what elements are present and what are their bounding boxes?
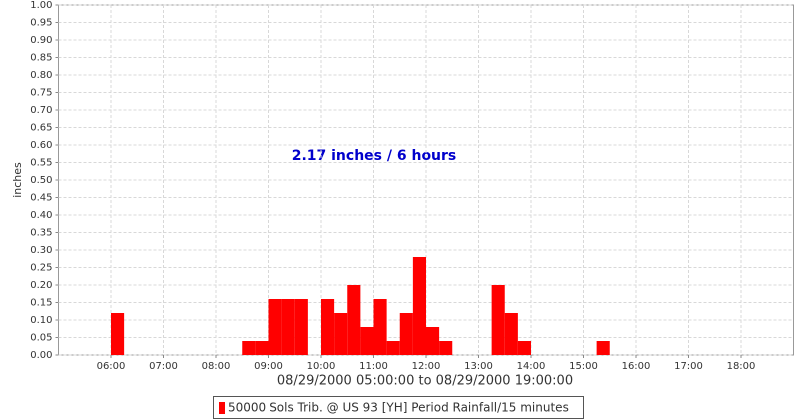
y-tick-label: 0.30: [30, 245, 52, 256]
y-tick-label: 0.05: [30, 333, 52, 344]
x-tick-label: 16:00: [622, 361, 651, 372]
legend-box: [213, 396, 584, 419]
bar: [347, 285, 361, 355]
y-tick-label: 0.85: [30, 53, 52, 64]
x-tick-label: 13:00: [464, 361, 493, 372]
bar: [596, 341, 610, 355]
bar: [426, 327, 440, 355]
y-tick-label: 0.60: [30, 140, 52, 151]
legend-label: Sols Trib. @ US 93 [YH] Period Rainfall/…: [269, 401, 569, 415]
x-tick-label: 07:00: [149, 361, 178, 372]
y-tick-label: 0.50: [30, 175, 52, 186]
y-tick-label: 0.00: [30, 350, 52, 361]
bar: [386, 341, 400, 355]
y-tick-label: 0.35: [30, 228, 52, 239]
legend-swatch: [219, 402, 225, 414]
x-tick-label: 11:00: [359, 361, 388, 372]
bar: [412, 257, 426, 355]
bar: [268, 299, 282, 355]
bar: [517, 341, 531, 355]
x-tick-label: 08:00: [202, 361, 231, 372]
bar: [491, 285, 505, 355]
y-tick-label: 0.70: [30, 105, 52, 116]
x-axis-label: 08/29/2000 05:00:00 to 08/29/2000 19:00:…: [277, 374, 573, 389]
bar: [242, 341, 256, 355]
y-axis-label: inches: [11, 162, 24, 198]
bar: [504, 313, 518, 355]
y-tick-label: 0.90: [30, 35, 52, 46]
y-tick-label: 0.80: [30, 70, 52, 81]
bar: [255, 341, 269, 355]
x-tick-label: 14:00: [517, 361, 546, 372]
bar: [373, 299, 387, 355]
y-tick-label: 0.95: [30, 18, 52, 29]
y-tick-label: 0.45: [30, 193, 52, 204]
x-tick-label: 18:00: [727, 361, 756, 372]
x-tick-label: 12:00: [412, 361, 441, 372]
bar: [111, 313, 125, 355]
x-tick-label: 09:00: [254, 361, 283, 372]
bar: [281, 299, 295, 355]
bar: [321, 299, 335, 355]
y-tick-label: 1.00: [30, 0, 52, 11]
y-tick-label: 0.25: [30, 263, 52, 274]
x-tick-label: 06:00: [97, 361, 126, 372]
bar: [439, 341, 453, 355]
x-tick-label: 17:00: [674, 361, 703, 372]
bar: [399, 313, 413, 355]
x-tick-label: 15:00: [569, 361, 598, 372]
bar: [360, 327, 374, 355]
y-tick-label: 0.65: [30, 123, 52, 134]
legend-id: 50000: [228, 401, 266, 415]
y-tick-label: 0.55: [30, 158, 52, 169]
bar: [294, 299, 308, 355]
y-tick-label: 0.10: [30, 315, 52, 326]
y-tick-label: 0.40: [30, 210, 52, 221]
bar: [334, 313, 348, 355]
x-tick-label: 10:00: [307, 361, 336, 372]
y-tick-label: 0.15: [30, 298, 52, 309]
y-tick-label: 0.75: [30, 88, 52, 99]
y-tick-label: 0.20: [30, 280, 52, 291]
